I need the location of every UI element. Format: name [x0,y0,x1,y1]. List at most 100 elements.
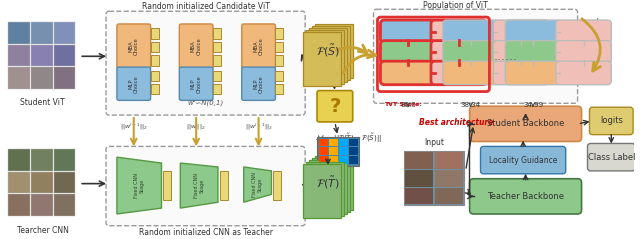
Text: Locality Guidance: Locality Guidance [489,156,557,165]
Bar [150,42,159,52]
Text: Student Backbone: Student Backbone [487,119,564,128]
Polygon shape [180,163,218,208]
FancyBboxPatch shape [242,67,275,100]
FancyBboxPatch shape [556,20,611,43]
FancyBboxPatch shape [380,61,436,85]
FancyBboxPatch shape [481,147,566,174]
Bar [275,71,284,81]
Bar [405,188,433,204]
Text: $\mathcal{F}(\tilde{S})$: $\mathcal{F}(\tilde{S})$ [316,43,340,59]
Bar [303,164,341,218]
Bar [213,28,221,39]
FancyBboxPatch shape [443,41,499,64]
Bar [303,32,341,86]
Bar [312,158,349,212]
Bar [31,67,52,89]
FancyBboxPatch shape [505,20,561,43]
Text: 38.34: 38.34 [461,102,481,108]
Polygon shape [117,157,161,214]
Bar [309,160,347,214]
Bar [435,170,463,187]
FancyBboxPatch shape [493,41,549,64]
Text: 89.3: 89.3 [400,102,416,108]
FancyBboxPatch shape [374,9,578,103]
Bar [317,137,358,166]
Bar [163,171,172,200]
Text: logits: logits [600,116,623,125]
Bar [405,170,433,187]
Text: ......: ...... [493,50,517,63]
Bar [8,22,29,43]
Text: Random initialized Candidate ViT: Random initialized Candidate ViT [141,2,269,11]
Bar [8,149,29,171]
Bar [319,139,328,147]
Bar [306,30,344,84]
Bar [150,84,159,93]
FancyBboxPatch shape [431,61,486,85]
Text: MBA
Choice: MBA Choice [129,38,139,55]
Bar [31,149,52,171]
Bar [339,156,348,164]
FancyBboxPatch shape [380,20,436,43]
Bar [150,71,159,81]
FancyBboxPatch shape [106,147,305,226]
FancyBboxPatch shape [117,24,150,69]
Bar [213,84,221,93]
FancyBboxPatch shape [106,11,305,115]
Bar [220,171,228,200]
Bar [213,71,221,81]
Text: MLP
Choice: MLP Choice [253,75,264,92]
Bar [339,139,348,147]
Text: Student ViT: Student ViT [20,98,65,107]
FancyBboxPatch shape [179,24,213,69]
Text: MBA
Choice: MBA Choice [191,38,202,55]
FancyBboxPatch shape [431,41,486,64]
Bar [31,194,52,216]
Text: Tearcher CNN: Tearcher CNN [17,226,68,235]
Bar [275,28,284,39]
Text: Random initialized CNN as Teacher: Random initialized CNN as Teacher [139,228,273,237]
Text: Best architecture: Best architecture [419,118,493,127]
Polygon shape [244,167,271,202]
Bar [54,194,76,216]
Text: $||w^{l-1}||_2$: $||w^{l-1}||_2$ [120,122,148,132]
FancyBboxPatch shape [443,20,499,43]
Bar [54,67,76,89]
FancyBboxPatch shape [117,67,150,100]
Bar [349,156,358,164]
Bar [306,162,344,216]
FancyBboxPatch shape [317,91,353,122]
Bar [54,149,76,171]
FancyBboxPatch shape [242,24,275,69]
Text: Teacher Backbone: Teacher Backbone [487,192,564,201]
Bar [8,194,29,216]
Bar [275,84,284,93]
Text: search: search [577,17,602,27]
FancyBboxPatch shape [493,61,549,85]
Bar [435,188,463,204]
Bar [405,152,433,169]
Text: wˢ∽N(0,1): wˢ∽N(0,1) [188,99,224,106]
Text: $\mathcal{F}(\tilde{T})$: $\mathcal{F}(\tilde{T})$ [316,175,340,191]
Text: Input: Input [424,138,444,147]
Bar [8,67,29,89]
Text: Fixed CNN
Stage: Fixed CNN Stage [252,172,263,197]
Text: $||w^{l+1}||_2$: $||w^{l+1}||_2$ [244,122,273,132]
Text: TVT Score:: TVT Score: [385,102,422,107]
Bar [213,42,221,52]
Bar [329,139,338,147]
Text: 34.99: 34.99 [523,102,543,108]
FancyBboxPatch shape [493,20,549,43]
Text: Fixed CNN
Stage: Fixed CNN Stage [134,173,145,198]
Bar [31,22,52,43]
FancyBboxPatch shape [380,41,436,64]
Bar [315,24,353,78]
Text: ?: ? [329,97,340,116]
Bar [31,172,52,193]
Text: Population of ViT: Population of ViT [424,1,488,10]
FancyBboxPatch shape [589,107,633,135]
Bar [54,22,76,43]
Bar [329,147,338,155]
Text: Class Label: Class Label [588,153,635,162]
Text: MBA
Choice: MBA Choice [253,38,264,55]
